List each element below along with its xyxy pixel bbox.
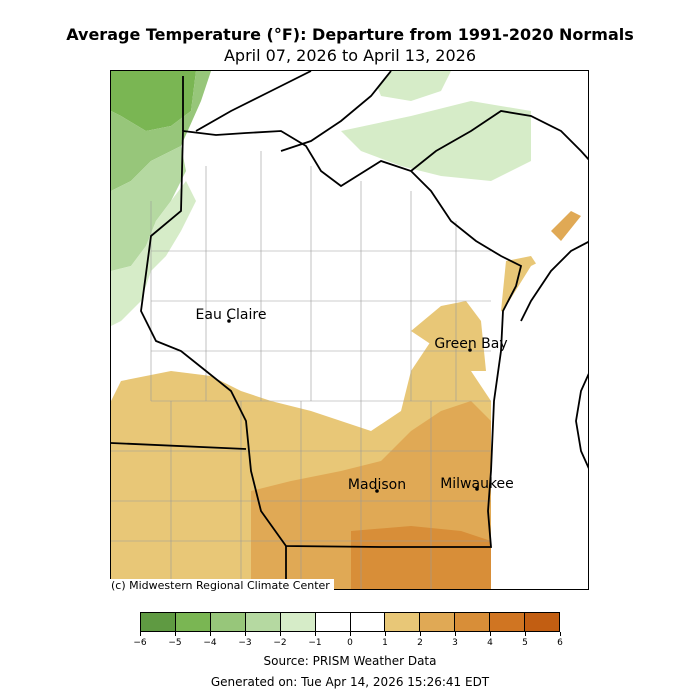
- cool-area-north-pale: [341, 101, 531, 181]
- colorbar-segment: [525, 613, 560, 631]
- warm-area-southeast: [351, 526, 491, 589]
- generated-timestamp: Generated on: Tue Apr 14, 2026 15:26:41 …: [210, 675, 490, 689]
- city-label-madison: Madison: [348, 477, 406, 493]
- colorbar-segment: [210, 613, 246, 631]
- lake-superior: [196, 71, 391, 151]
- city-label-eau-claire: Eau Claire: [196, 307, 267, 323]
- city-dot-green-bay: [468, 348, 472, 352]
- colorbar-segment: [315, 613, 351, 631]
- city-dot-eau-claire: [227, 319, 231, 323]
- colorbar-segment: [141, 613, 176, 631]
- colorbar-segment: [490, 613, 526, 631]
- michigan-up-border: [410, 110, 588, 172]
- cool-area-upper-pale: [371, 71, 451, 101]
- colorbar-tick-label: 4: [475, 632, 505, 648]
- city-label-milwaukee: Milwaukee: [440, 476, 514, 492]
- colorbar-ticks: −6 −5 −4 −3 −2 −1 0 1 2 3 4 5 6: [133, 632, 563, 652]
- colorbar-tick-label: −5: [160, 632, 190, 648]
- state-boundaries: [111, 71, 588, 589]
- warm-area-east: [411, 301, 486, 371]
- colorbar-tick-label: 0: [335, 632, 365, 648]
- source-text: Source: PRISM Weather Data: [263, 654, 437, 668]
- colorbar: [140, 612, 560, 632]
- copyright-credit: (c) Midwestern Regional Climate Center: [110, 579, 334, 592]
- lake-michigan-shore: [520, 241, 588, 469]
- map-panel[interactable]: Eau Claire Green Bay Madison Milwaukee: [110, 70, 589, 590]
- colorbar-tick-label: 6: [545, 632, 575, 648]
- colorbar-segment: [455, 613, 491, 631]
- colorbar-tick-label: 5: [510, 632, 540, 648]
- city-markers: Eau Claire Green Bay Madison Milwaukee: [196, 307, 514, 493]
- wisconsin-outline: [140, 129, 523, 548]
- temperature-departure-map[interactable]: Eau Claire Green Bay Madison Milwaukee: [111, 71, 589, 590]
- colorbar-segment: [420, 613, 456, 631]
- colorbar-segment: [385, 613, 421, 631]
- cool-area-west: [111, 146, 186, 271]
- cool-area-northwest: [111, 71, 211, 191]
- cool-area-northwest-dark: [111, 71, 196, 131]
- colorbar-segment: [245, 613, 281, 631]
- map-subtitle: April 07, 2026 to April 13, 2026: [223, 46, 477, 65]
- colorbar-tick-label: −6: [125, 632, 155, 648]
- city-dot-milwaukee: [475, 487, 479, 491]
- colorbar-tick-label: 3: [440, 632, 470, 648]
- iowa-illinois-border: [111, 442, 247, 450]
- lake-michigan: [496, 241, 588, 589]
- colorbar-tick-label: 2: [405, 632, 435, 648]
- colorbar-segment: [175, 613, 211, 631]
- city-label-green-bay: Green Bay: [434, 336, 507, 352]
- colorbar-tick-label: −3: [230, 632, 260, 648]
- colorbar-tick-label: 1: [370, 632, 400, 648]
- map-title: Average Temperature (°F): Departure from…: [66, 25, 634, 44]
- colorbar-segment: [350, 613, 386, 631]
- lake-superior-shore: [195, 71, 392, 152]
- warm-area-keweenaw: [551, 211, 581, 241]
- city-dot-madison: [375, 489, 379, 493]
- colorbar-segment: [280, 613, 316, 631]
- county-boundaries: [111, 151, 491, 589]
- colorbar-tick-label: −1: [300, 632, 330, 648]
- colorbar-tick-label: −2: [265, 632, 295, 648]
- colorbar-tick-label: −4: [195, 632, 225, 648]
